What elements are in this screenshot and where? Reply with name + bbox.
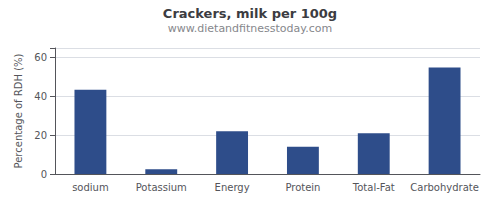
svg-text:sodium: sodium [72, 182, 109, 193]
svg-text:20: 20 [34, 130, 47, 141]
svg-text:Energy: Energy [215, 182, 250, 193]
svg-text:Crackers, milk per 100g: Crackers, milk per 100g [163, 6, 337, 21]
svg-text:www.dietandfitnesstoday.com: www.dietandfitnesstoday.com [168, 22, 332, 35]
svg-text:0: 0 [41, 169, 47, 180]
svg-text:40: 40 [34, 91, 47, 102]
svg-text:Percentage of RDH (%): Percentage of RDH (%) [13, 53, 24, 168]
svg-text:Carbohydrate: Carbohydrate [410, 182, 479, 193]
svg-text:60: 60 [34, 52, 47, 63]
svg-text:Total-Fat: Total-Fat [352, 182, 395, 193]
svg-text:Protein: Protein [285, 182, 320, 193]
svg-text:Potassium: Potassium [136, 182, 187, 193]
